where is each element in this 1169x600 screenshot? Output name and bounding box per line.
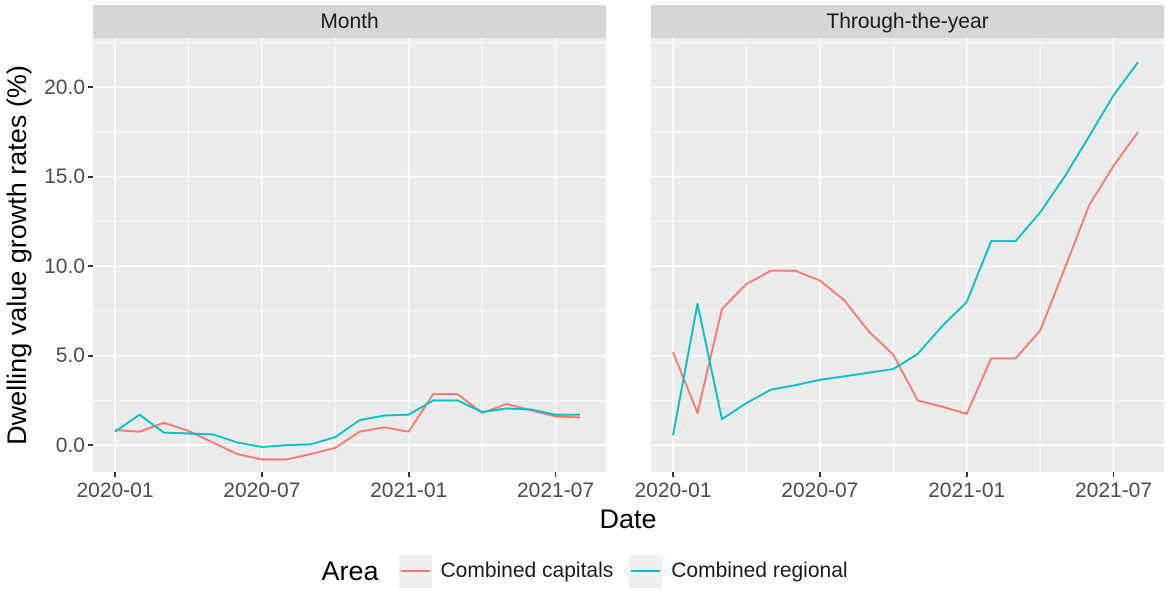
- legend-label: Combined regional: [671, 559, 848, 582]
- y-tick-mark: [88, 354, 93, 357]
- y-tick-label: 0.0: [55, 433, 85, 457]
- x-tick-mark: [1112, 472, 1115, 477]
- x-tick-label: 2021-07: [1074, 479, 1153, 502]
- line-swatch-icon: [400, 569, 430, 573]
- series-line-combined-regional: [114, 399, 580, 448]
- facet-strip-month: Month: [93, 5, 606, 38]
- legend-entry-combined-regional: Combined regional: [629, 554, 848, 588]
- x-tick-mark: [672, 472, 674, 477]
- panel-month-plot: [93, 38, 606, 472]
- y-tick-mark: [88, 86, 93, 89]
- x-tick-mark: [965, 472, 968, 477]
- legend: Area Combined capitals Combined regional: [0, 552, 1169, 590]
- legend-key-box: [398, 554, 432, 588]
- x-tick-label: 2020-01: [634, 479, 712, 502]
- legend-title: Area: [321, 555, 379, 586]
- x-axis-title: Date: [599, 504, 657, 534]
- x-tick-label: 2020-07: [223, 479, 301, 502]
- x-tick-label: 2021-01: [370, 479, 448, 502]
- series-line-combined-capitals: [672, 131, 1139, 415]
- y-tick-mark: [88, 444, 93, 446]
- x-tick-mark: [114, 472, 116, 477]
- y-tick-label: 5.0: [55, 344, 85, 368]
- facet-strip-label: Through-the-year: [826, 9, 989, 33]
- line-swatch-icon: [631, 569, 661, 573]
- y-tick-mark: [88, 265, 93, 268]
- y-tick-label: 10.0: [44, 254, 85, 278]
- y-tick-label: 20.0: [44, 75, 85, 99]
- legend-key-box: [629, 554, 663, 588]
- x-tick-label: 2021-01: [928, 479, 1006, 502]
- x-tick-mark: [554, 472, 557, 477]
- facet-strip-through-the-year: Through-the-year: [651, 5, 1164, 38]
- x-tick-mark: [260, 472, 263, 477]
- legend-label: Combined capitals: [440, 559, 614, 582]
- x-tick-label: 2021-07: [516, 479, 595, 502]
- series-line-combined-capitals: [114, 393, 581, 461]
- legend-entry-combined-capitals: Combined capitals: [398, 554, 614, 588]
- panel-through-the-year: [651, 38, 1164, 472]
- series-line-combined-regional: [672, 61, 1139, 436]
- panel-month: [93, 38, 606, 472]
- panel-through-the-year-plot: [651, 38, 1164, 472]
- x-tick-label: 2020-01: [76, 479, 154, 502]
- facet-strip-label: Month: [320, 9, 379, 33]
- x-tick-mark: [407, 472, 410, 477]
- y-tick-mark: [88, 175, 93, 178]
- y-tick-label: 15.0: [44, 165, 85, 189]
- x-tick-label: 2020-07: [781, 479, 859, 502]
- x-tick-mark: [818, 472, 821, 477]
